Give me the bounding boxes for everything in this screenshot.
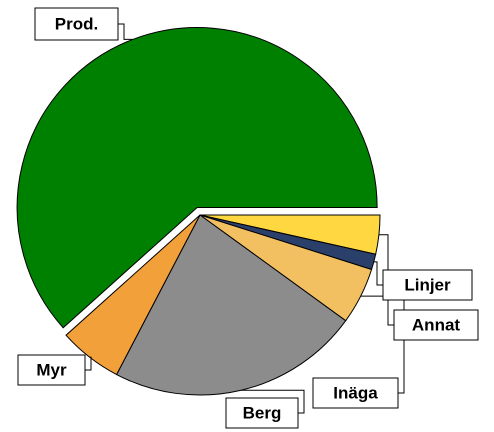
slice-label: Linjer [404, 275, 451, 294]
leader-line [118, 23, 133, 40]
leader-line [373, 261, 383, 286]
leader-line [241, 389, 305, 414]
slice-label: Annat [412, 315, 461, 334]
pie-slice [65, 214, 201, 376]
label-box [312, 377, 399, 409]
slice-label: Myr [36, 360, 67, 379]
slice-label: Prod. [55, 14, 98, 33]
pie-slice [16, 27, 378, 329]
label-box [382, 269, 473, 301]
slice-label: Inäga [333, 383, 378, 402]
leader-line [360, 295, 405, 394]
leader-line [85, 356, 92, 371]
label-box [17, 354, 86, 386]
slice-label: Berg [243, 403, 282, 422]
label-box [393, 309, 479, 341]
pie-slice [115, 214, 347, 396]
label-box [225, 397, 299, 429]
label-box [34, 7, 119, 41]
